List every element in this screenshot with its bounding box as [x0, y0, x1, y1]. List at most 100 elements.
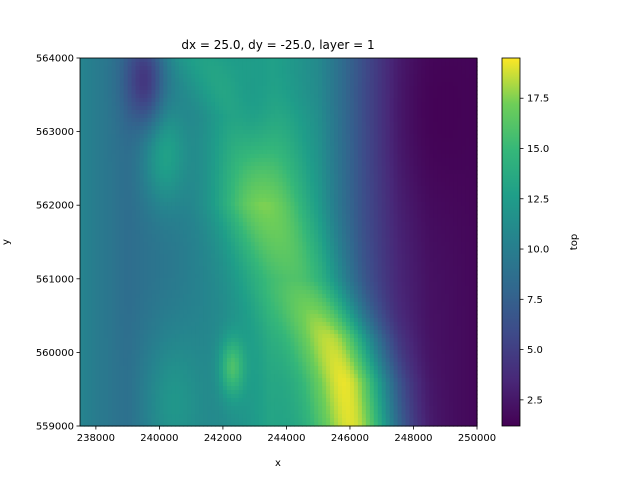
heatmap-cell: [302, 198, 307, 203]
heatmap-cell: [322, 234, 327, 239]
heatmap-cell: [389, 86, 395, 91]
heatmap-cell: [338, 86, 343, 91]
heatmap-cell: [163, 98, 168, 103]
heatmap-cell: [353, 106, 359, 111]
heatmap-cell: [377, 94, 383, 99]
heatmap-cell: [91, 178, 97, 183]
heatmap-cell: [334, 242, 339, 247]
heatmap-cell: [262, 230, 268, 235]
heatmap-cell: [282, 78, 288, 83]
heatmap-cell: [290, 238, 295, 243]
heatmap-cell: [246, 130, 252, 135]
heatmap-cell: [127, 230, 133, 235]
heatmap-cell: [155, 246, 160, 251]
heatmap-cell: [242, 146, 248, 151]
heatmap-cell: [195, 186, 200, 191]
heatmap-cell: [314, 78, 319, 83]
heatmap-cell: [143, 202, 149, 207]
heatmap-cell: [171, 130, 176, 135]
heatmap-cell: [441, 122, 446, 127]
heatmap-cell: [83, 218, 89, 223]
heatmap-cell: [254, 106, 260, 111]
heatmap-cell: [199, 218, 204, 223]
heatmap-cell: [234, 222, 240, 227]
heatmap-cell: [103, 126, 109, 131]
heatmap-cell: [179, 242, 184, 247]
heatmap-cell: [91, 190, 97, 195]
heatmap-cell: [234, 206, 240, 211]
heatmap-cell: [195, 182, 200, 187]
heatmap-cell: [314, 190, 319, 195]
heatmap-cell: [322, 114, 327, 119]
heatmap-cell: [405, 178, 411, 183]
heatmap-cell: [222, 86, 228, 91]
heatmap-cell: [282, 150, 288, 155]
heatmap-cell: [445, 162, 450, 167]
heatmap-cell: [302, 150, 307, 155]
heatmap-cell: [191, 86, 196, 91]
heatmap-cell: [389, 162, 395, 167]
heatmap-cell: [401, 74, 407, 79]
heatmap-cell: [310, 218, 315, 223]
heatmap-cell: [393, 142, 399, 147]
heatmap-cell: [290, 66, 295, 71]
heatmap-cell: [258, 190, 264, 195]
heatmap-cell: [314, 242, 319, 247]
heatmap-cell: [238, 150, 244, 155]
heatmap-cell: [119, 82, 125, 87]
heatmap-cell: [342, 58, 347, 63]
heatmap-cell: [353, 170, 359, 175]
heatmap-cell: [393, 62, 399, 67]
heatmap-cell: [266, 218, 272, 223]
heatmap-cell: [437, 206, 442, 211]
heatmap-cell: [449, 58, 454, 63]
heatmap-cell: [155, 218, 160, 223]
heatmap-cell: [163, 242, 168, 247]
heatmap-cell: [183, 130, 188, 135]
heatmap-cell: [353, 118, 359, 123]
heatmap-cell: [163, 138, 168, 143]
heatmap-cell: [111, 102, 117, 107]
heatmap-cell: [119, 114, 125, 119]
heatmap-cell: [230, 86, 236, 91]
heatmap-cell: [167, 98, 172, 103]
heatmap-cell: [127, 242, 133, 247]
heatmap-cell: [143, 134, 149, 139]
heatmap-cell: [135, 126, 141, 131]
heatmap-cell: [473, 78, 478, 83]
heatmap-cell: [457, 226, 462, 231]
heatmap-cell: [441, 158, 446, 163]
heatmap-cell: [405, 242, 411, 247]
heatmap-cell: [413, 86, 419, 91]
heatmap-cell: [349, 86, 355, 91]
heatmap-cell: [306, 202, 311, 207]
heatmap-cell: [123, 182, 129, 187]
heatmap-cell: [389, 154, 395, 159]
heatmap-cell: [334, 218, 339, 223]
heatmap-cell: [87, 94, 93, 99]
heatmap-cell: [179, 250, 184, 255]
heatmap-cell: [250, 254, 256, 259]
heatmap-cell: [159, 74, 164, 79]
heatmap-cell: [457, 126, 462, 131]
heatmap-cell: [322, 162, 327, 167]
heatmap-cell: [254, 62, 260, 67]
heatmap-cell: [409, 174, 415, 179]
heatmap-cell: [413, 142, 419, 147]
heatmap-cell: [302, 234, 307, 239]
heatmap-cell: [453, 90, 458, 95]
heatmap-cell: [191, 70, 196, 75]
heatmap-cell: [95, 138, 101, 143]
heatmap-cell: [95, 202, 101, 207]
heatmap-cell: [437, 170, 442, 175]
heatmap-cell: [95, 230, 101, 235]
heatmap-cell: [80, 254, 85, 259]
heatmap-cell: [246, 250, 252, 255]
heatmap-cell: [115, 238, 121, 243]
heatmap-cell: [330, 254, 335, 259]
heatmap-cell: [234, 150, 240, 155]
heatmap-cell: [87, 218, 93, 223]
heatmap-cell: [282, 102, 288, 107]
heatmap-cell: [365, 174, 371, 179]
heatmap-cell: [345, 170, 351, 175]
